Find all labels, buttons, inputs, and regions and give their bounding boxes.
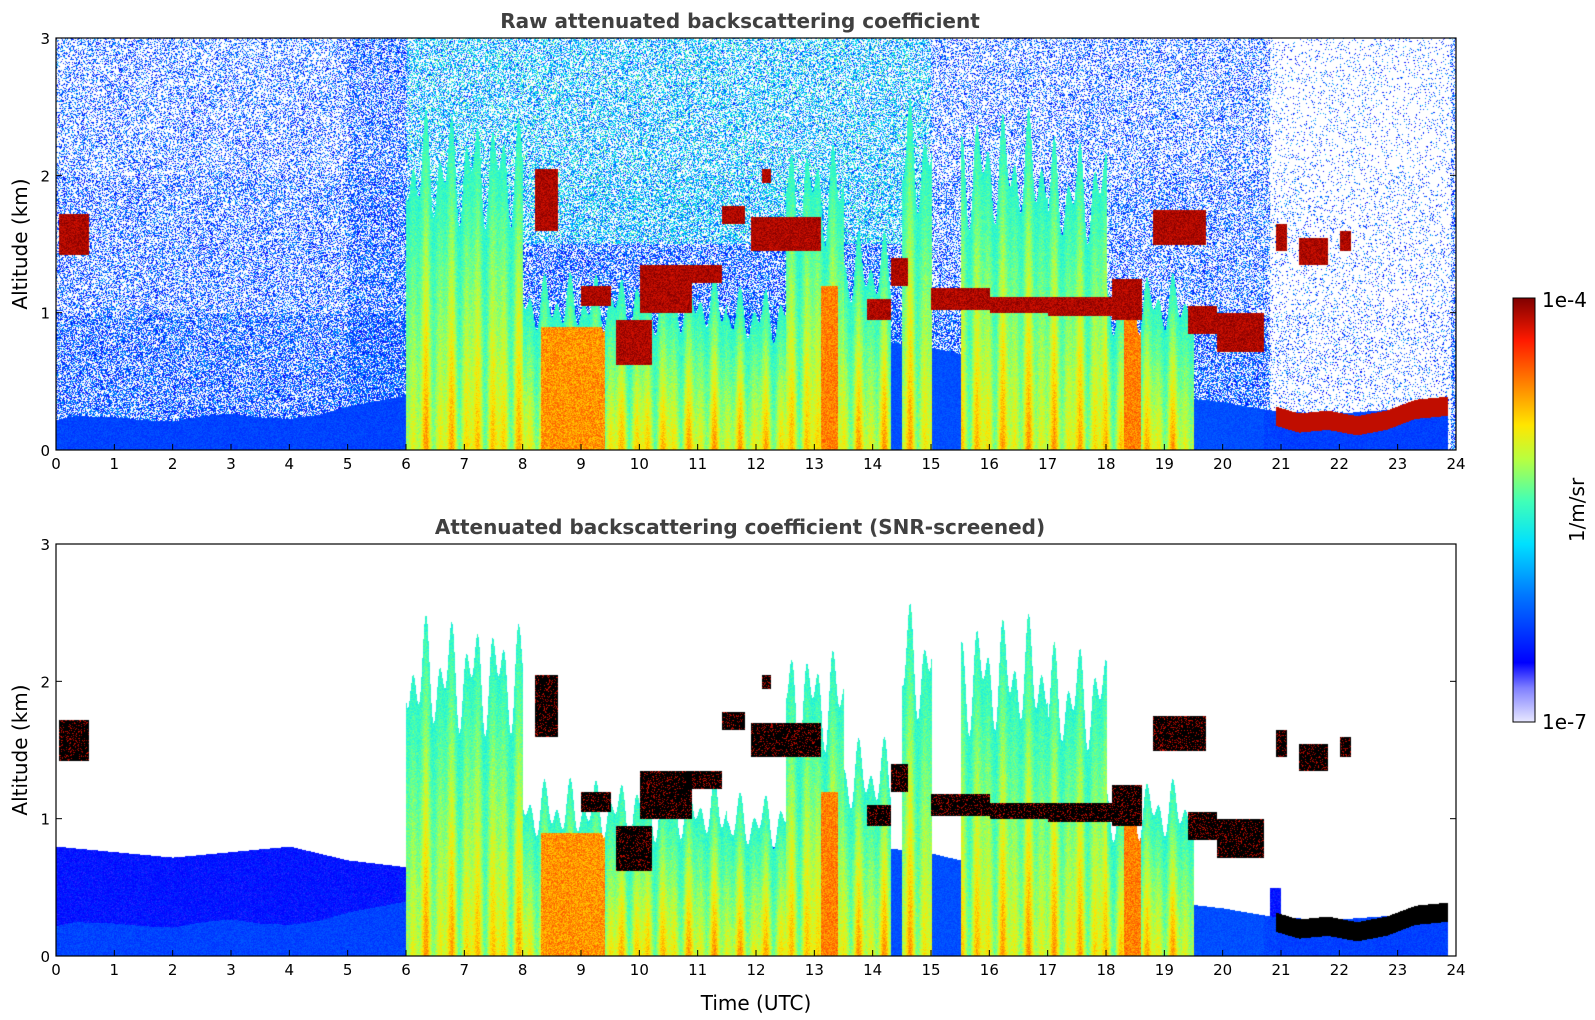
heatmap-area bbox=[56, 38, 1456, 450]
x-tick-label: 16 bbox=[980, 455, 999, 473]
x-tick-label: 8 bbox=[518, 961, 528, 979]
x-axis: 0 1 2 3 4 5 6 7 8 9 10 11 12 13 14 15 16 17 18 19 20 21 22 23 24 bbox=[51, 950, 1466, 979]
x-tick-label: 20 bbox=[1213, 455, 1232, 473]
x-tick-label: 9 bbox=[576, 455, 586, 473]
x-tick-label: 10 bbox=[630, 961, 649, 979]
y-axis: 0 1 2 3 bbox=[40, 536, 1456, 966]
x-tick-label: 7 bbox=[460, 961, 470, 979]
x-tick-label: 24 bbox=[1446, 455, 1465, 473]
y-axis-label: Altitude (km) bbox=[8, 178, 32, 309]
y-tick-label: 3 bbox=[40, 30, 50, 48]
x-tick-label: 22 bbox=[1330, 455, 1349, 473]
x-tick-label: 2 bbox=[168, 455, 178, 473]
heatmap-area bbox=[56, 544, 1456, 956]
chart-title: Attenuated backscattering coefficient (S… bbox=[435, 515, 1045, 539]
x-tick-label: 11 bbox=[688, 961, 707, 979]
chart-title: Raw attenuated backscattering coefficien… bbox=[500, 9, 980, 33]
x-tick-label: 21 bbox=[1271, 961, 1290, 979]
x-tick-label: 7 bbox=[460, 455, 470, 473]
x-tick-label: 15 bbox=[921, 961, 940, 979]
x-tick-label: 16 bbox=[980, 961, 999, 979]
x-tick-label: 5 bbox=[343, 961, 353, 979]
y-tick-label: 1 bbox=[40, 811, 50, 829]
x-tick-label: 6 bbox=[401, 455, 411, 473]
x-tick-label: 3 bbox=[226, 961, 236, 979]
y-tick-label: 0 bbox=[40, 442, 50, 460]
x-axis-label: Time (UTC) bbox=[700, 991, 812, 1015]
x-tick-label: 0 bbox=[51, 455, 61, 473]
x-tick-label: 14 bbox=[863, 455, 882, 473]
colorbar-gradient bbox=[1512, 297, 1536, 723]
x-tick-label: 18 bbox=[1096, 961, 1115, 979]
x-tick-label: 10 bbox=[630, 455, 649, 473]
x-tick-label: 8 bbox=[518, 455, 528, 473]
x-tick-label: 9 bbox=[576, 961, 586, 979]
x-tick-label: 11 bbox=[688, 455, 707, 473]
x-tick-label: 1 bbox=[110, 961, 120, 979]
x-tick-label: 13 bbox=[805, 455, 824, 473]
x-tick-label: 23 bbox=[1388, 455, 1407, 473]
x-tick-label: 3 bbox=[226, 455, 236, 473]
x-tick-label: 20 bbox=[1213, 961, 1232, 979]
x-tick-label: 4 bbox=[285, 961, 295, 979]
colorbar-unit-label: 1/m/sr bbox=[1565, 477, 1589, 542]
x-tick-label: 19 bbox=[1155, 455, 1174, 473]
x-tick-label: 18 bbox=[1096, 455, 1115, 473]
x-tick-label: 4 bbox=[285, 455, 295, 473]
snr-screened-backscatter-panel: Attenuated backscattering coefficient (S… bbox=[8, 515, 1466, 1015]
x-tick-label: 21 bbox=[1271, 455, 1290, 473]
raw-backscatter-panel: Raw attenuated backscattering coefficien… bbox=[8, 9, 1466, 473]
x-tick-label: 24 bbox=[1446, 961, 1465, 979]
y-tick-label: 0 bbox=[40, 948, 50, 966]
x-tick-label: 15 bbox=[921, 455, 940, 473]
x-tick-label: 23 bbox=[1388, 961, 1407, 979]
y-tick-label: 2 bbox=[40, 673, 50, 691]
colorbar: 1e-4 1e-7 1/m/sr bbox=[1512, 288, 1589, 734]
x-tick-label: 12 bbox=[746, 961, 765, 979]
x-tick-label: 22 bbox=[1330, 961, 1349, 979]
x-tick-label: 13 bbox=[805, 961, 824, 979]
x-tick-label: 14 bbox=[863, 961, 882, 979]
x-tick-label: 6 bbox=[401, 961, 411, 979]
x-tick-label: 17 bbox=[1038, 455, 1057, 473]
x-tick-label: 5 bbox=[343, 455, 353, 473]
y-tick-label: 2 bbox=[40, 167, 50, 185]
x-tick-label: 0 bbox=[51, 961, 61, 979]
colorbar-min-label: 1e-7 bbox=[1542, 710, 1587, 734]
y-axis-label: Altitude (km) bbox=[8, 684, 32, 815]
y-axis: 0 1 2 3 bbox=[40, 30, 1456, 460]
x-tick-label: 1 bbox=[110, 455, 120, 473]
x-tick-label: 19 bbox=[1155, 961, 1174, 979]
y-tick-label: 3 bbox=[40, 536, 50, 554]
x-tick-label: 2 bbox=[168, 961, 178, 979]
colorbar-max-label: 1e-4 bbox=[1542, 288, 1587, 312]
x-axis: 0 1 2 3 4 5 6 7 8 9 10 11 12 13 14 15 16 17 18 19 20 21 22 23 24 bbox=[51, 444, 1466, 473]
x-tick-label: 12 bbox=[746, 455, 765, 473]
y-tick-label: 1 bbox=[40, 305, 50, 323]
x-tick-label: 17 bbox=[1038, 961, 1057, 979]
